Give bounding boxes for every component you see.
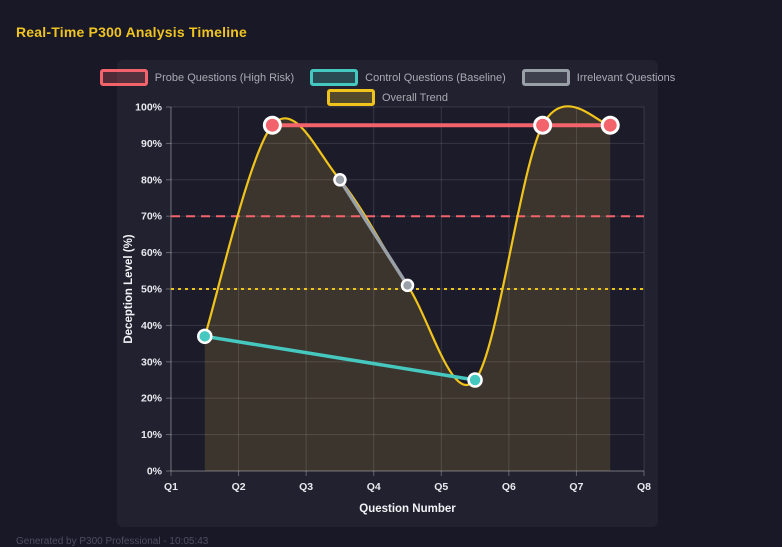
y-tick-label: 70% (141, 211, 163, 223)
y-tick-label: 50% (141, 284, 163, 296)
x-tick-label: Q7 (569, 481, 583, 493)
y-tick-label: 80% (141, 174, 163, 186)
legend-label: Probe Questions (High Risk) (154, 71, 295, 84)
y-tick-label: 0% (147, 466, 163, 478)
data-point (197, 328, 213, 345)
x-tick-label: Q8 (637, 481, 651, 493)
data-point (262, 115, 282, 135)
series-line-1 (203, 334, 477, 382)
x-tick-label: Q5 (434, 481, 448, 493)
y-tick-label: 10% (141, 429, 163, 441)
chart-legend: Probe Questions (High Risk) Control Quest… (99, 69, 675, 106)
legend-item-probe-questions-high-risk[interactable]: Probe Questions (High Risk) (99, 69, 295, 86)
legend-row: Probe Questions (High Risk) Control Quest… (99, 69, 676, 86)
x-tick-label: Q4 (367, 481, 381, 493)
legend-item-irrelevant-questions[interactable]: Irrelevant Questions (521, 69, 676, 86)
data-point (400, 278, 415, 293)
legend-swatch-icon (99, 69, 148, 86)
data-point (600, 115, 620, 135)
series-line-2 (338, 178, 410, 288)
data-point (533, 115, 553, 135)
chart-panel: Probe Questions (High Risk) Control Quest… (99, 60, 675, 527)
legend-swatch-icon (521, 69, 570, 86)
y-tick-label: 40% (141, 320, 163, 332)
legend-label: Overall Trend (381, 91, 449, 104)
data-point (333, 173, 347, 187)
page-title: Real-Time P300 Analysis Timeline (16, 24, 248, 40)
legend-item-overall-trend[interactable]: Overall Trend (326, 89, 449, 106)
y-tick-label: 20% (141, 393, 163, 405)
legend-row: Overall Trend (326, 89, 449, 106)
legend-label: Control Questions (Baseline) (365, 71, 506, 84)
x-tick-label: Q2 (232, 481, 246, 493)
y-tick-label: 90% (141, 138, 163, 150)
legend-item-control-questions-baseline[interactable]: Control Questions (Baseline) (310, 69, 506, 86)
x-tick-label: Q6 (502, 481, 516, 493)
timeline-chart: 0% 10% 20% 30% 40% 50% 60% 70% 80% 90% 100% Q1 Q2 Q3 Q… (123, 102, 651, 516)
footer-note: Generated by P300 Professional - 10:05:4… (16, 536, 209, 547)
y-tick-label: 30% (141, 356, 163, 368)
legend-swatch-icon (326, 89, 375, 106)
x-axis-title: Question Number (359, 503, 456, 515)
x-tick-label: Q1 (164, 481, 178, 493)
data-point (467, 372, 483, 388)
axis-ticks (166, 106, 645, 476)
y-tick-label: 60% (141, 247, 163, 259)
x-tick-label: Q3 (299, 481, 313, 493)
y-tick-label: 100% (135, 102, 163, 114)
legend-swatch-icon (310, 69, 359, 86)
legend-label: Irrelevant Questions (576, 71, 676, 84)
y-axis-title: Deception Level (%) (123, 234, 135, 343)
